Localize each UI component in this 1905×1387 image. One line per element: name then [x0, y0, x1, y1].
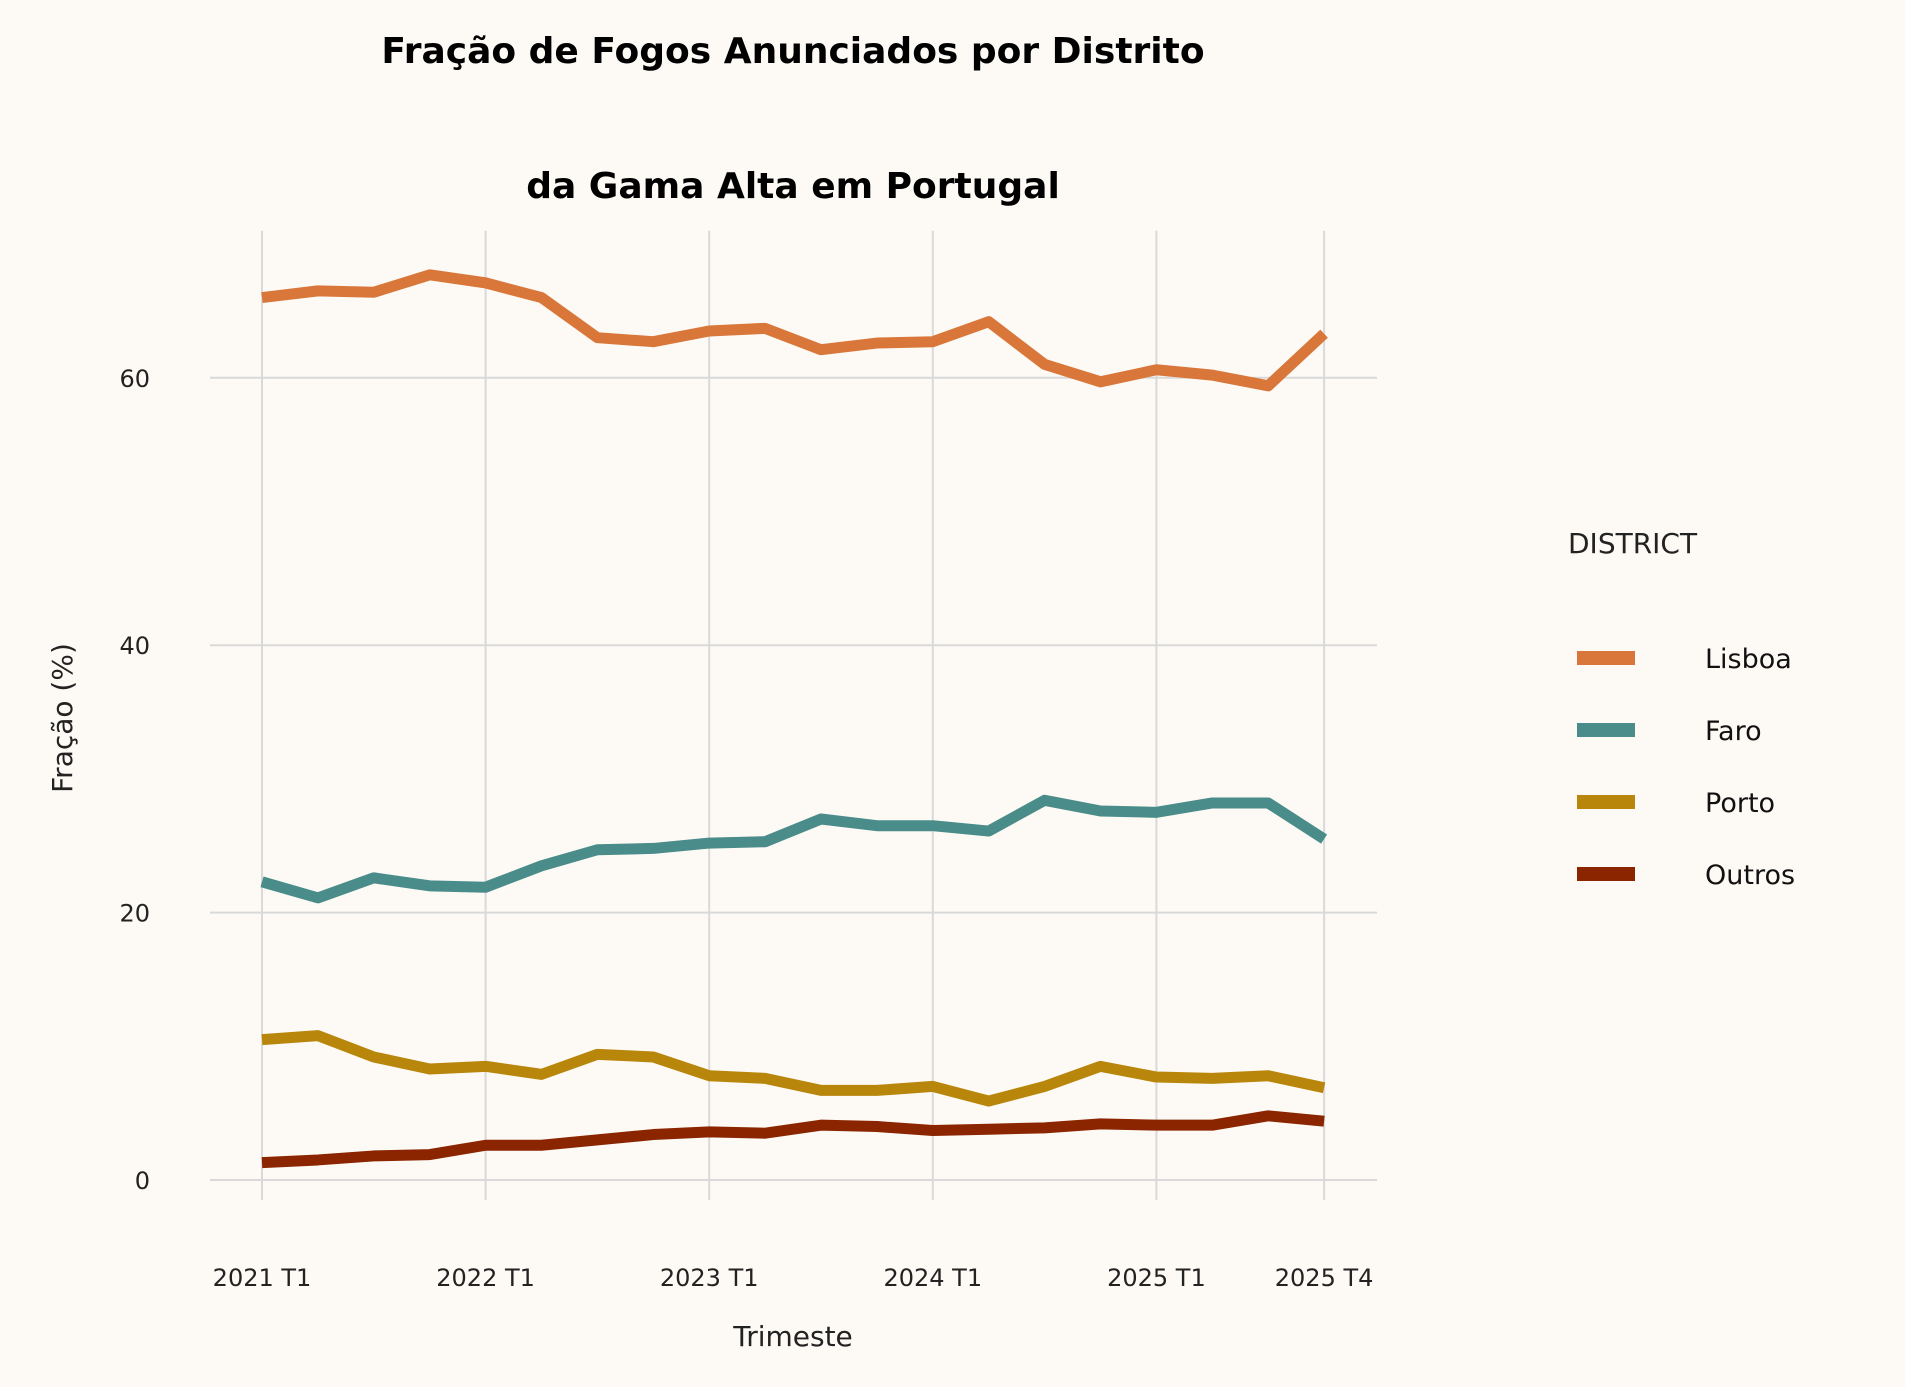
legend-swatch [1577, 651, 1635, 665]
x-tick-label: 2024 T1 [883, 1264, 982, 1292]
x-tick-label: 2025 T4 [1275, 1264, 1374, 1292]
legend-swatch [1577, 795, 1635, 809]
chart-title: Fração de Fogos Anunciados por Distrito [381, 31, 1204, 72]
y-axis-label: Fração (%) [46, 643, 79, 793]
y-tick-label: 20 [119, 900, 150, 928]
series-line-outros [261, 1110, 1325, 1169]
x-tick-label: 2023 T1 [660, 1264, 759, 1292]
legend-label: Lisboa [1705, 644, 1792, 675]
y-tick-label: 60 [119, 365, 150, 393]
y-tick-label: 40 [119, 632, 150, 660]
x-axis-label: Trimeste [732, 1320, 853, 1353]
legend-label: Outros [1705, 860, 1795, 891]
legend-swatch [1577, 723, 1635, 737]
legend-label: Faro [1705, 716, 1762, 747]
series-line-porto [261, 1030, 1326, 1107]
series-line-lisboa [261, 269, 1328, 392]
x-tick-label: 2025 T1 [1107, 1264, 1206, 1292]
legend-label: Porto [1705, 788, 1775, 819]
chart-subtitle: da Gama Alta em Portugal [526, 166, 1060, 207]
x-tick-label: 2021 T1 [213, 1264, 312, 1292]
y-tick-label: 0 [135, 1167, 150, 1195]
legend-swatch [1577, 867, 1635, 881]
legend-title: DISTRICT [1568, 527, 1698, 560]
x-tick-label: 2022 T1 [436, 1264, 535, 1292]
series-line-faro [260, 794, 1328, 904]
legend: Lisboa Faro Porto Outros [1577, 644, 1795, 891]
